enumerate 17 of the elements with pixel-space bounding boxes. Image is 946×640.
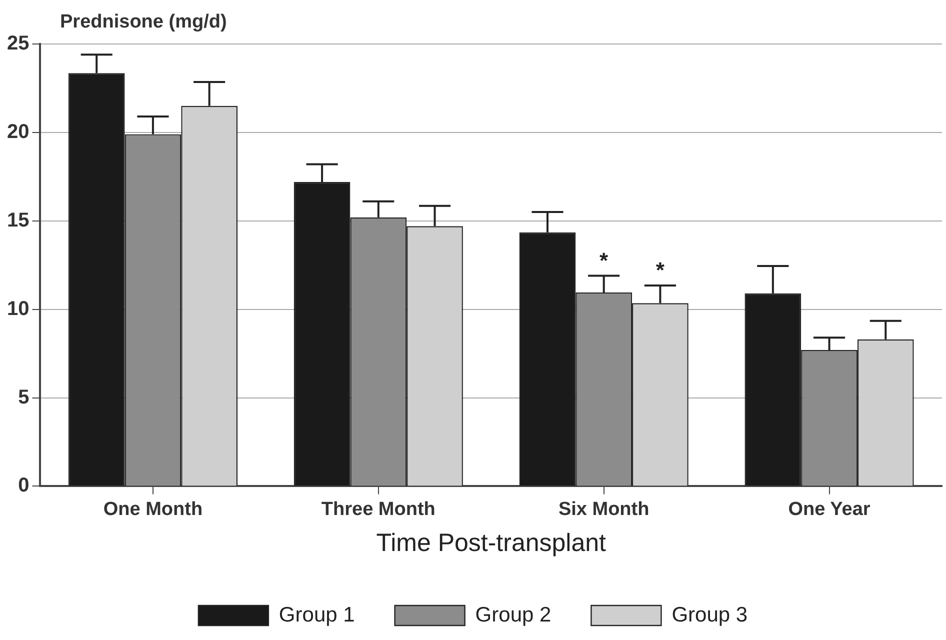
y-tick-label: 20 — [6, 120, 30, 143]
x-axis-title: Time Post-transplant — [376, 528, 606, 557]
y-tick-label: 10 — [6, 298, 30, 320]
legend-label: Group 1 — [278, 603, 355, 626]
legend-label: Group 2 — [475, 603, 552, 626]
x-tick-label: Three Month — [321, 498, 436, 520]
y-tick-label: 5 — [18, 386, 30, 408]
y-axis-title: Prednisone (mg/d) — [60, 12, 227, 33]
annotation: * — [656, 258, 665, 283]
y-tick-label: 0 — [18, 474, 30, 497]
annotation: * — [600, 248, 609, 273]
x-tick-label: One Month — [103, 498, 203, 520]
x-tick-label: One Year — [788, 498, 871, 520]
y-tick-label: 15 — [6, 209, 30, 232]
y-tick-label: 25 — [6, 32, 30, 55]
legend-label: Group 3 — [672, 603, 748, 626]
x-tick-label: Six Month — [558, 498, 650, 520]
